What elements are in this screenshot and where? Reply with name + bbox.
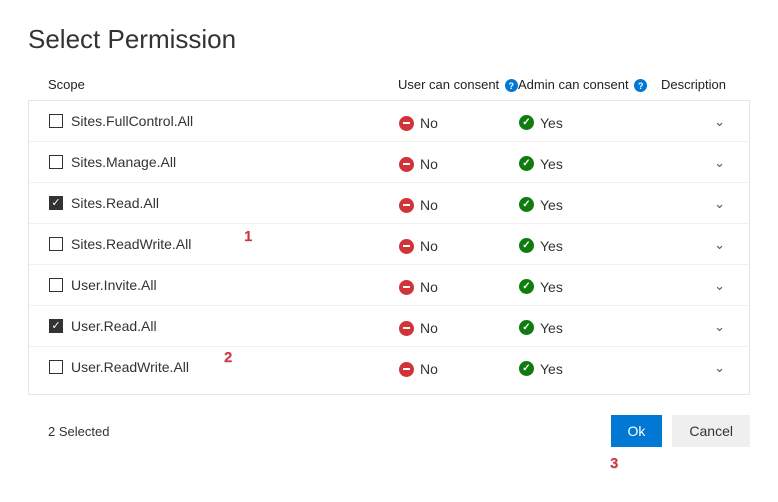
status-label: No <box>420 238 438 254</box>
permission-name: Sites.Manage.All <box>71 154 176 170</box>
dialog-footer: 2 Selected Ok Cancel <box>0 395 778 447</box>
user-consent-cell: No <box>399 357 519 377</box>
chevron-down-icon[interactable]: ⌄ <box>714 278 725 293</box>
permission-name: User.Read.All <box>71 318 157 334</box>
header-admin-consent: Admin can consent ? <box>518 77 658 92</box>
header-description: Description <box>658 77 730 92</box>
user-consent-cell: No <box>399 111 519 131</box>
admin-consent-cell: Yes <box>519 276 659 295</box>
status-label: No <box>420 279 438 295</box>
permission-checkbox[interactable] <box>49 319 63 333</box>
allow-icon <box>519 115 534 130</box>
help-icon[interactable]: ? <box>634 79 647 92</box>
deny-icon <box>399 280 414 295</box>
status-label: No <box>420 197 438 213</box>
user-consent-cell: No <box>399 152 519 172</box>
chevron-down-icon[interactable]: ⌄ <box>714 360 725 375</box>
deny-icon <box>399 362 414 377</box>
permission-name: Sites.FullControl.All <box>71 113 193 129</box>
allow-icon <box>519 156 534 171</box>
selected-count: 2 Selected <box>48 424 109 439</box>
deny-icon <box>399 157 414 172</box>
deny-icon <box>399 239 414 254</box>
permission-checkbox[interactable] <box>49 360 63 374</box>
chevron-down-icon[interactable]: ⌄ <box>714 155 725 170</box>
annotation-marker: 3 <box>610 455 618 472</box>
permission-row[interactable]: Sites.Manage.All No Yes ⌄ <box>29 142 749 183</box>
allow-icon <box>519 361 534 376</box>
status-label: No <box>420 320 438 336</box>
status-label: Yes <box>540 197 563 213</box>
status-label: Yes <box>540 156 563 172</box>
allow-icon <box>519 197 534 212</box>
status-label: Yes <box>540 115 563 131</box>
deny-icon <box>399 198 414 213</box>
help-icon[interactable]: ? <box>505 79 518 92</box>
cancel-button[interactable]: Cancel <box>672 415 750 447</box>
permission-name: User.ReadWrite.All <box>71 359 189 375</box>
header-scope: Scope <box>48 77 398 92</box>
chevron-down-icon[interactable]: ⌄ <box>714 237 725 252</box>
permission-name: Sites.Read.All <box>71 195 159 211</box>
admin-consent-cell: Yes <box>519 358 659 377</box>
permission-row[interactable]: User.Read.All No Yes ⌄ <box>29 306 749 347</box>
status-label: Yes <box>540 320 563 336</box>
admin-consent-cell: Yes <box>519 153 659 172</box>
user-consent-cell: No <box>399 193 519 213</box>
column-headers: Scope User can consent ? Admin can conse… <box>28 77 750 100</box>
status-label: Yes <box>540 279 563 295</box>
permission-row[interactable]: Sites.ReadWrite.All No Yes ⌄ <box>29 224 749 265</box>
admin-consent-cell: Yes <box>519 235 659 254</box>
page-title: Select Permission <box>28 24 750 55</box>
status-label: No <box>420 361 438 377</box>
admin-consent-cell: Yes <box>519 317 659 336</box>
ok-button[interactable]: Ok <box>611 415 663 447</box>
permissions-list[interactable]: Sites.FullControl.AllNoYes⌄Sites.Manage.… <box>28 100 750 395</box>
allow-icon <box>519 279 534 294</box>
permission-checkbox[interactable] <box>49 196 63 210</box>
permission-row[interactable]: Sites.FullControl.All No Yes ⌄ <box>29 101 749 142</box>
permission-checkbox[interactable] <box>49 114 63 128</box>
allow-icon <box>519 238 534 253</box>
permission-checkbox[interactable] <box>49 237 63 251</box>
deny-icon <box>399 321 414 336</box>
status-label: No <box>420 156 438 172</box>
allow-icon <box>519 320 534 335</box>
user-consent-cell: No <box>399 275 519 295</box>
user-consent-cell: No <box>399 234 519 254</box>
permission-row[interactable]: Sites.Read.All No Yes ⌄ <box>29 183 749 224</box>
permission-checkbox[interactable] <box>49 155 63 169</box>
user-consent-cell: No <box>399 316 519 336</box>
chevron-down-icon[interactable]: ⌄ <box>714 319 725 334</box>
status-label: No <box>420 115 438 131</box>
status-label: Yes <box>540 238 563 254</box>
chevron-down-icon[interactable]: ⌄ <box>714 196 725 211</box>
header-user-consent: User can consent ? <box>398 77 518 92</box>
admin-consent-cell: Yes <box>519 112 659 131</box>
permission-row[interactable]: User.ReadWrite.All No Yes ⌄ <box>29 347 749 387</box>
deny-icon <box>399 116 414 131</box>
chevron-down-icon[interactable]: ⌄ <box>714 114 725 129</box>
status-label: Yes <box>540 361 563 377</box>
permission-name: Sites.ReadWrite.All <box>71 236 191 252</box>
permission-row[interactable]: User.Invite.All No Yes ⌄ <box>29 265 749 306</box>
permission-name: User.Invite.All <box>71 277 157 293</box>
admin-consent-cell: Yes <box>519 194 659 213</box>
permission-checkbox[interactable] <box>49 278 63 292</box>
